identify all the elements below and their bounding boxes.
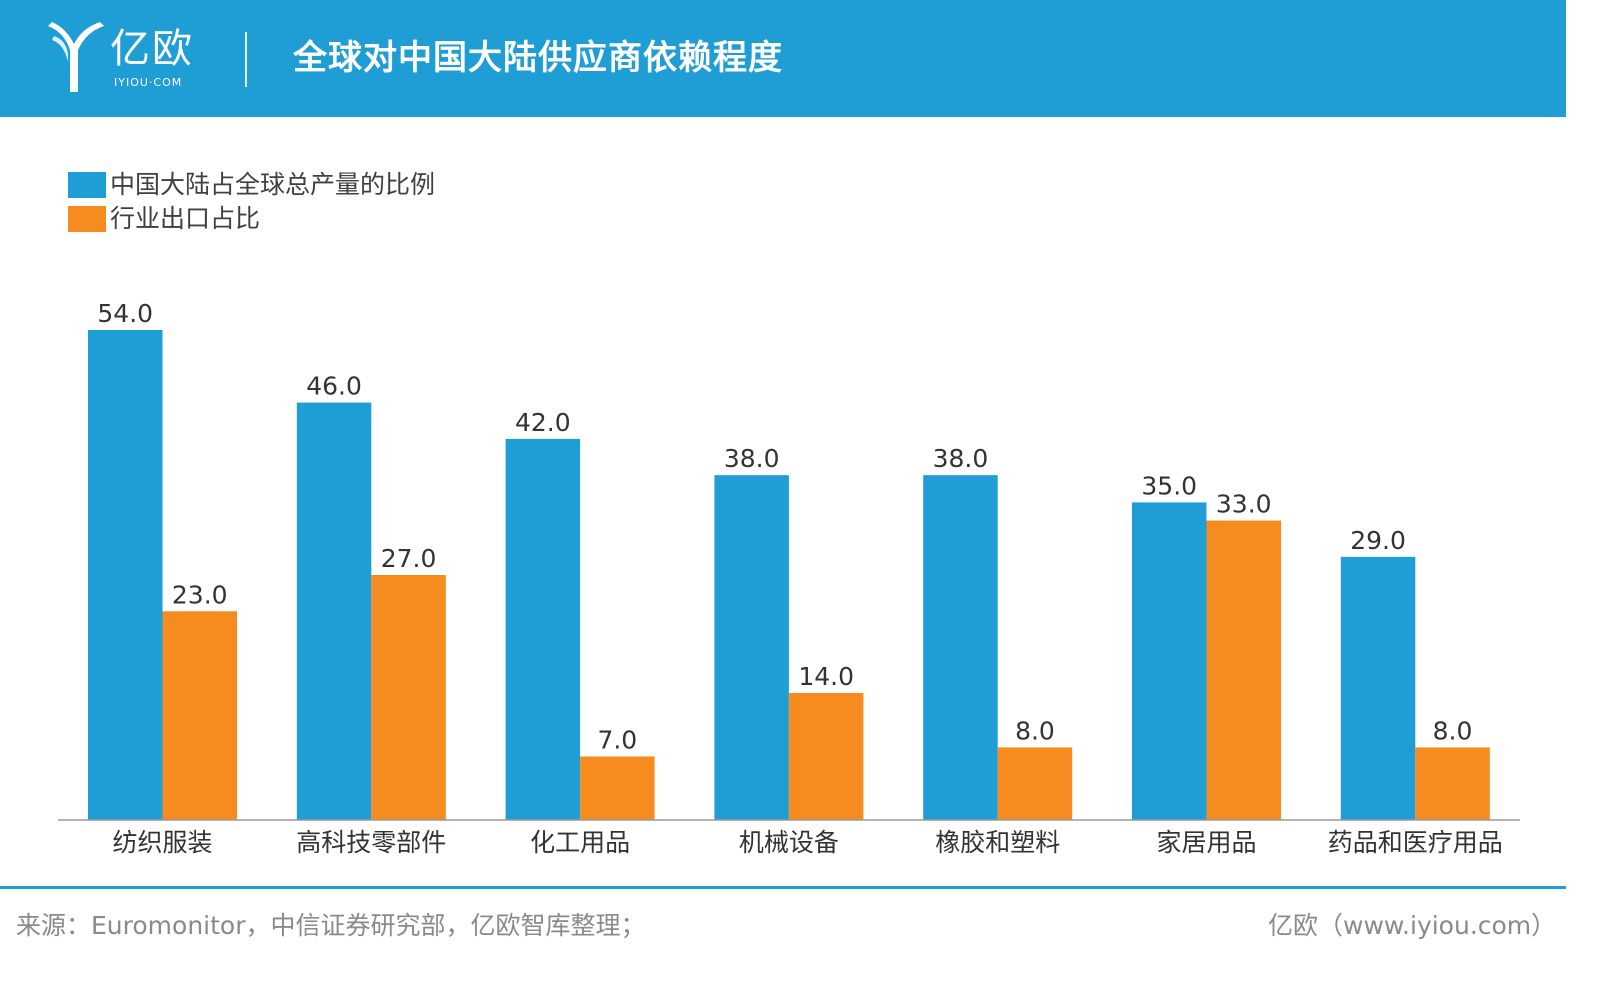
- bar-export-0: [162, 611, 237, 820]
- bar-share-1: [296, 402, 372, 820]
- category-label-0: 纺织服装: [112, 828, 212, 857]
- page-title: 全球对中国大陆供应商依赖程度: [293, 38, 783, 78]
- logo: 亿欧 IYIOU·COM: [46, 22, 206, 94]
- bar-export-6: [1415, 747, 1490, 820]
- bar-share-2: [505, 438, 581, 820]
- footer-divider: [0, 886, 1566, 889]
- legend-label-share-of-output: 中国大陆占全球总产量的比例: [110, 170, 436, 199]
- legend-label-export-share: 行业出口占比: [110, 204, 261, 233]
- legend-item-export-share: 行业出口占比: [68, 202, 435, 236]
- category-label-6: 药品和医疗用品: [1328, 828, 1503, 857]
- data-label-export-4: 8.0: [1015, 716, 1055, 745]
- logo-mark-icon: [48, 22, 104, 92]
- data-label-share-1: 46.0: [306, 372, 362, 401]
- data-label-share-2: 42.0: [515, 408, 571, 437]
- data-label-export-5: 33.0: [1216, 490, 1272, 519]
- data-label-share-5: 35.0: [1141, 471, 1197, 500]
- category-label-3: 机械设备: [739, 828, 839, 857]
- bar-share-5: [1132, 502, 1207, 820]
- category-label-4: 橡胶和塑料: [935, 828, 1060, 857]
- bar-export-2: [580, 756, 655, 820]
- data-label-share-4: 38.0: [933, 444, 989, 473]
- header-divider: [245, 32, 247, 87]
- data-label-share-6: 29.0: [1350, 526, 1406, 555]
- bar-share-4: [923, 475, 998, 820]
- bar-chart: 54.0 23.0 纺织服装 46.0 27.0 高科技零部件 42.0 7.0 化工用品 38.…: [58, 299, 1520, 857]
- chart-legend: 中国大陆占全球总产量的比例 行业出口占比: [68, 168, 435, 236]
- category-label-2: 化工用品: [530, 828, 630, 857]
- category-label-1: 高科技零部件: [296, 828, 446, 857]
- data-label-share-3: 38.0: [724, 444, 780, 473]
- bar-export-3: [788, 692, 864, 820]
- data-label-export-1: 27.0: [381, 544, 437, 573]
- legend-swatch-orange: [68, 206, 106, 232]
- legend-item-share-of-output: 中国大陆占全球总产量的比例: [68, 168, 435, 202]
- legend-swatch-blue: [68, 172, 106, 198]
- source-note: 来源：Euromonitor，中信证券研究部，亿欧智库整理；: [16, 911, 646, 940]
- data-label-export-3: 14.0: [798, 662, 854, 691]
- logo-text: 亿欧: [110, 26, 194, 72]
- data-label-share-0: 54.0: [97, 299, 153, 328]
- bar-share-0: [88, 330, 163, 820]
- bar-export-5: [1206, 520, 1281, 820]
- site-credit: 亿欧（www.iyiou.com）: [1268, 911, 1557, 940]
- data-label-export-6: 8.0: [1433, 716, 1473, 745]
- bar-share-3: [714, 475, 789, 820]
- category-label-5: 家居用品: [1156, 828, 1256, 857]
- bar-export-4: [997, 747, 1073, 820]
- bar-export-1: [371, 575, 446, 820]
- logo-subtext: IYIOU·COM: [114, 76, 183, 89]
- header-bar: 亿欧 IYIOU·COM 全球对中国大陆供应商依赖程度: [0, 0, 1566, 117]
- bar-share-6: [1340, 556, 1416, 820]
- data-label-export-0: 23.0: [172, 580, 228, 609]
- data-label-export-2: 7.0: [597, 725, 637, 754]
